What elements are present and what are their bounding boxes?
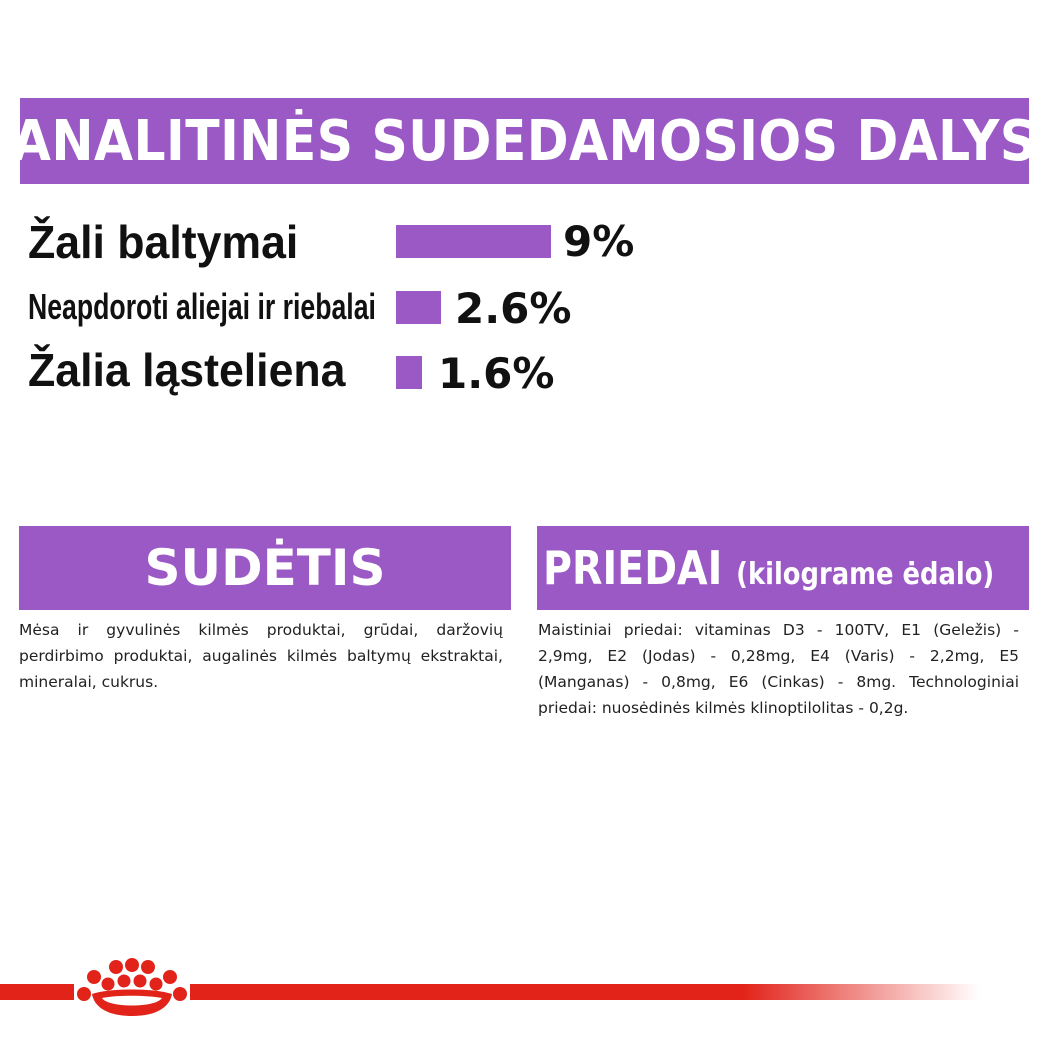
analytics-label: Žali baltymai [28, 216, 299, 268]
brand-line-right [190, 984, 980, 1000]
analytics-bar-fat [396, 291, 441, 324]
analytics-bar-fiber [396, 356, 422, 389]
analytics-label: Neapdoroti aliejai ir riebalai [28, 286, 376, 327]
analytics-row-fat: Neapdoroti aliejai ir riebalai [28, 284, 498, 330]
additives-title: PRIEDAI [543, 541, 723, 595]
composition-banner: SUDĖTIS [19, 526, 511, 610]
composition-title: SUDĖTIS [144, 539, 386, 597]
analytics-value: 9% [563, 217, 635, 266]
brand-line-left [0, 984, 74, 1000]
analytics-label: Žalia ląsteliena [28, 344, 346, 396]
composition-text: Mėsa ir gyvulinės kilmės produktai, grūd… [19, 621, 503, 691]
analytics-value: 2.6% [455, 284, 572, 333]
analytics-value: 1.6% [438, 349, 555, 398]
additives-subtitle: (kilograme ėdalo) [736, 557, 995, 592]
analytics-row-fiber: Žalia ląsteliena [28, 342, 355, 398]
analytics-row-protein: Žali baltymai [28, 214, 307, 270]
additives-banner: PRIEDAI (kilograme ėdalo) [537, 526, 1029, 610]
analytics-header-banner: ANALITINĖS SUDEDAMOSIOS DALYS [12, 98, 1036, 184]
additives-heading: PRIEDAI (kilograme ėdalo) [543, 541, 994, 595]
additives-text: Maistiniai priedai: vitaminas D3 - 100TV… [538, 621, 1019, 717]
royal-canin-crown-icon [77, 958, 187, 1016]
analytics-title: ANALITINĖS SUDEDAMOSIOS DALYS [12, 108, 1037, 174]
analytics-bar-protein [396, 225, 551, 258]
